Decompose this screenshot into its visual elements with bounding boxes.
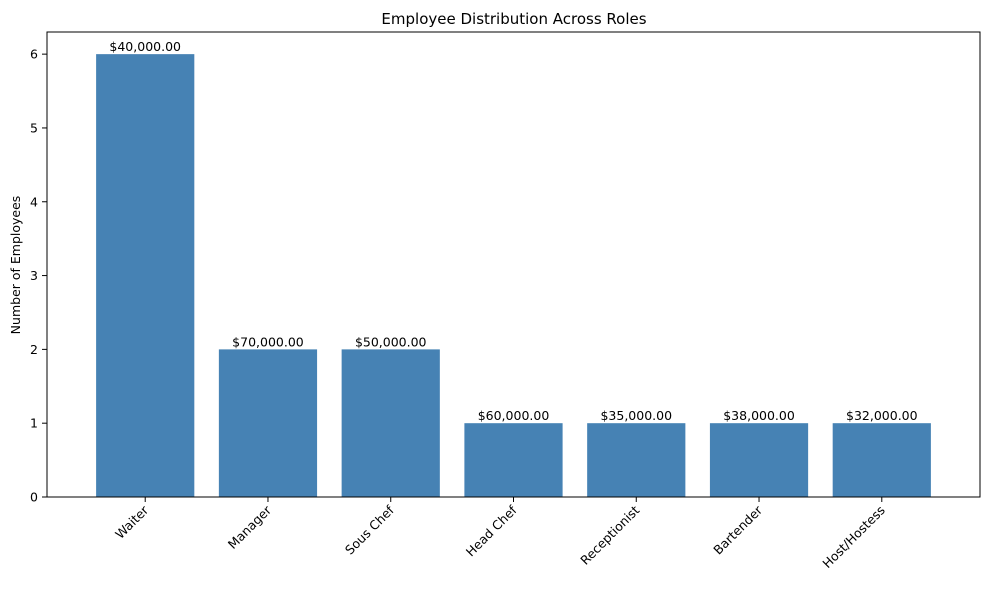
chart-title: Employee Distribution Across Roles [381,10,646,28]
bar-value-label: $38,000.00 [723,408,795,423]
y-axis-label: Number of Employees [8,196,23,335]
y-tick-label: 2 [30,342,38,357]
bar-value-label: $35,000.00 [600,408,672,423]
bar-receptionist [587,423,686,497]
y-tick-label: 4 [30,194,38,209]
bar-value-label: $70,000.00 [232,334,304,349]
bar-head-chef [464,423,563,497]
bar-bartender [709,423,809,497]
bar-waiter [96,54,195,497]
bar-value-label: $60,000.00 [478,408,550,423]
y-tick-label: 5 [30,120,38,135]
bar-manager [218,349,318,497]
bar-host-hostess [832,423,931,497]
y-tick-label: 1 [30,416,38,431]
bar-value-label: $50,000.00 [355,334,427,349]
y-tick-label: 3 [30,268,38,283]
y-tick-label: 0 [30,490,38,505]
y-tick-label: 6 [30,47,38,62]
bar-value-label: $40,000.00 [109,39,181,54]
bar-value-label: $32,000.00 [846,408,918,423]
bar-sous-chef [341,349,440,497]
plot-frame [46,31,981,498]
bars-layer: $40,000.00 $70,000.00 $50,000.00 $60,000.00… [96,39,931,497]
